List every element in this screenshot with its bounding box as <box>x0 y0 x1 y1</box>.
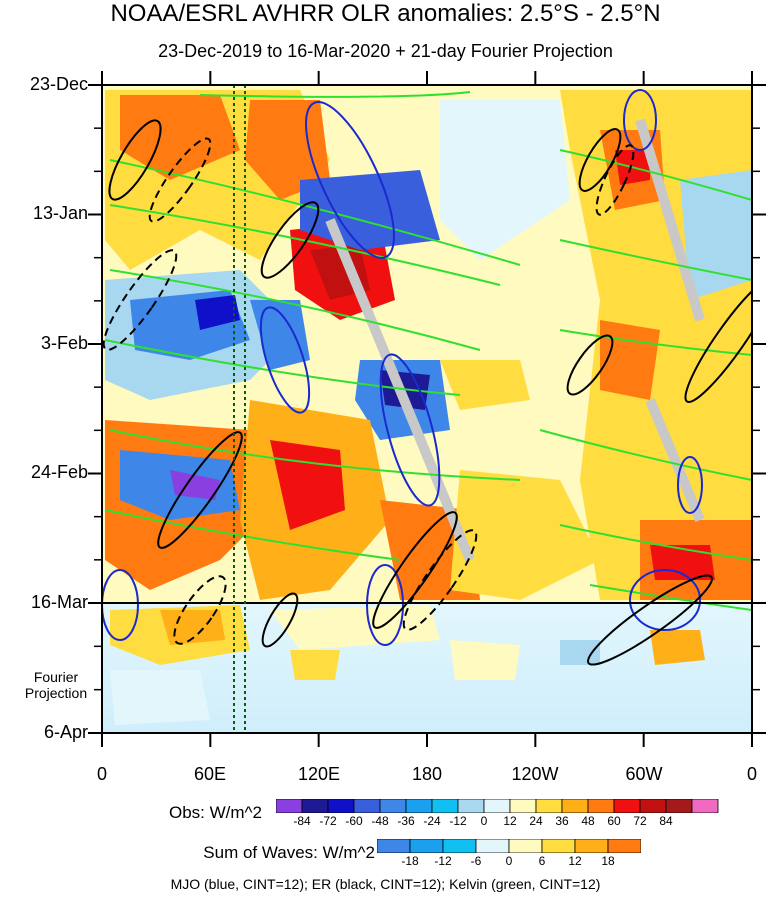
obslabels-7: 0 <box>480 814 488 828</box>
obslabels-13: 72 <box>633 814 647 828</box>
y-tick-6-apr: 6-Apr <box>43 722 88 742</box>
obsbar-swatch-13 <box>613 799 641 813</box>
chart-title: NOAA/ESRL AVHRR OLR anomalies: 2.5°S - 2… <box>110 0 661 27</box>
obsbar-swatch-14 <box>639 799 667 813</box>
wavebar-swatch-5 <box>541 839 576 853</box>
y-tick-23-dec: 23-Dec <box>29 74 88 94</box>
wavebar-swatch-7 <box>607 839 641 853</box>
wavelabels-6: 18 <box>601 854 615 868</box>
obsbar-swatch-1 <box>301 799 329 813</box>
obsbar-swatch-5 <box>405 799 433 813</box>
wavebar-swatch-4 <box>508 839 543 853</box>
overlay-legend: MJO (blue, CINT=12); ER (black, CINT=12)… <box>170 876 601 892</box>
obsbar-swatch-15 <box>665 799 693 813</box>
wavelabels-1: -12 <box>434 854 452 868</box>
obslabels-11: 48 <box>581 814 595 828</box>
obslabels-12: 60 <box>607 814 621 828</box>
wavelabels-2: -6 <box>470 854 482 868</box>
obslabels-14: 84 <box>659 814 673 828</box>
x-tick-0-end: 0 <box>746 764 757 784</box>
y-tick-13-jan: 13-Jan <box>32 203 88 223</box>
y-axis-ticks <box>88 84 766 734</box>
obs-colorbar-title: Obs: W/m^2 <box>169 803 262 822</box>
wavebar-swatch-1 <box>409 839 444 853</box>
waves-colorbar <box>377 839 641 853</box>
obslabels-2: -60 <box>345 814 363 828</box>
obsbar-swatch-8 <box>483 799 511 813</box>
obsbar-swatch-10 <box>535 799 563 813</box>
projection-shading <box>110 605 705 725</box>
x-tick-0: 0 <box>96 764 107 784</box>
er-wave-contours <box>108 119 752 666</box>
obsbar-swatch-2 <box>327 799 355 813</box>
x-axis-ticks <box>101 71 753 747</box>
obslabels-1: -72 <box>319 814 337 828</box>
x-tick-120w: 120W <box>511 764 559 784</box>
wavelabels-5: 12 <box>568 854 582 868</box>
obsbar-swatch-12 <box>587 799 615 813</box>
obslabels-4: -36 <box>397 814 415 828</box>
wavelabels-3: 0 <box>505 854 513 868</box>
x-tick-120e: 120E <box>297 764 341 784</box>
chart-subtitle: 23-Dec-2019 to 16-Mar-2020 + 21-day Four… <box>158 41 613 61</box>
obsbar-swatch-4 <box>379 799 407 813</box>
obs-colorbar <box>276 799 719 813</box>
x-tick-60e: 60E <box>193 764 227 784</box>
waves-colorbar-title: Sum of Waves: W/m^2 <box>203 843 375 862</box>
er-negative-contours <box>102 137 635 645</box>
fourier-projection-label: Fourier Projection <box>24 669 88 701</box>
obsbar-swatch-9 <box>509 799 537 813</box>
x-tick-180: 180 <box>411 764 443 784</box>
x-tick-60w: 60W <box>625 764 663 784</box>
obslabels-9: 24 <box>529 814 543 828</box>
y-tick-24-feb: 24-Feb <box>30 462 88 482</box>
obsbar-swatch-6 <box>431 799 459 813</box>
missing-data-mask <box>325 118 705 562</box>
obslabels-10: 36 <box>555 814 569 828</box>
obslabels-8: 12 <box>503 814 517 828</box>
obslabels-6: -12 <box>449 814 467 828</box>
kelvin-wave-contours <box>104 91 752 611</box>
obslabels-3: -48 <box>371 814 389 828</box>
wavelabels-0: -18 <box>401 854 419 868</box>
olr-anomaly-shading <box>105 90 752 600</box>
y-tick-3-feb: 3-Feb <box>40 333 88 353</box>
obsbar-swatch-16 <box>691 799 719 813</box>
obslabels-0: -84 <box>293 814 311 828</box>
wavelabels-4: 6 <box>538 854 546 868</box>
wavebar-swatch-0 <box>377 839 411 853</box>
obsbar-swatch-7 <box>457 799 485 813</box>
obsbar-swatch-3 <box>353 799 381 813</box>
obslabels-5: -24 <box>423 814 441 828</box>
obsbar-swatch-11 <box>561 799 589 813</box>
y-tick-16-mar: 16-Mar <box>30 592 88 612</box>
wavebar-swatch-6 <box>574 839 609 853</box>
mjo-wave-contours <box>102 89 703 646</box>
obsbar-swatch-0 <box>276 799 303 813</box>
wavebar-swatch-2 <box>442 839 477 853</box>
wavebar-swatch-3 <box>475 839 510 853</box>
